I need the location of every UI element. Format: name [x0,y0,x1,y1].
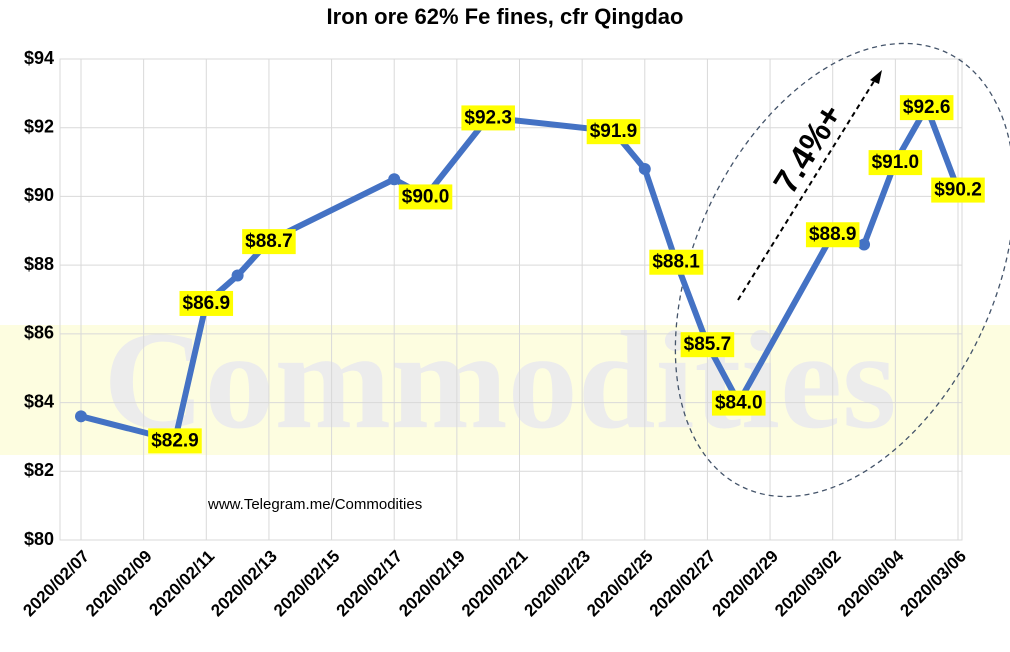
value-label: $88.9 [809,224,857,245]
x-tick-label: 2020/02/13 [207,547,281,621]
x-tick-label: 2020/02/29 [708,547,782,621]
x-tick-label: 2020/02/15 [270,547,344,621]
y-tick-label: $94 [24,48,54,68]
value-label-box [868,150,923,176]
x-tick-label: 2020/03/06 [896,547,970,621]
chart-title: Iron ore 62% Fe fines, cfr Qingdao [327,4,684,29]
value-label-box [805,222,860,248]
point [388,173,401,186]
y-tick-label: $88 [24,254,54,274]
y-tick-label: $92 [24,116,54,136]
value-label: $84.0 [715,393,763,414]
x-tick-label: 2020/03/04 [834,546,908,620]
x-tick-label: 2020/02/09 [82,547,156,621]
value-label: $86.9 [183,293,231,314]
watermark: Commodities [103,303,896,458]
y-tick-label: $82 [24,460,54,480]
value-label-box [398,184,453,210]
value-label: $92.6 [903,97,951,118]
value-label-box [649,249,704,275]
arrow-head [870,70,882,84]
value-label: $90.2 [934,180,982,201]
value-label-box [179,290,234,316]
value-label: $91.9 [590,121,638,142]
y-tick-label: $80 [24,529,54,549]
growth-annotation: 7.4%+ [766,98,850,201]
value-label: $88.1 [652,252,700,273]
x-tick-label: 2020/02/07 [19,547,93,621]
x-tick-label: 2020/02/11 [145,547,218,620]
value-label: $85.7 [684,334,732,355]
value-label-box [148,428,202,454]
x-tick-label: 2020/02/19 [395,547,469,621]
value-label-box [680,332,735,358]
point [75,410,87,423]
point [231,269,244,282]
value-label: $82.9 [151,430,199,451]
value-label-box [899,95,954,121]
trend-arrow [737,77,877,301]
value-label-box [242,229,296,255]
x-tick-label: 2020/02/27 [646,547,720,621]
point [638,162,651,175]
y-tick-label: $86 [24,323,54,343]
y-tick-label: $84 [24,391,54,411]
highlight-ellipse [674,42,1010,498]
point [858,238,871,251]
x-tick-label: 2020/02/17 [333,547,407,621]
source-annotation: www.Telegram.me/Commodities [207,496,422,513]
value-label-box [586,119,641,145]
series-line [80,104,961,444]
value-label: $92.3 [464,107,512,128]
value-label-box [711,390,766,416]
x-tick-label: 2020/02/25 [583,547,657,621]
value-label: $91.0 [872,152,920,173]
x-tick-label: 2020/02/23 [521,547,595,621]
y-tick-label: $90 [24,185,54,205]
value-label-box [461,105,515,131]
value-label-box [931,177,985,203]
value-label: $90.0 [402,186,450,207]
value-label: $88.7 [245,231,293,252]
plot: $82.9 $86.9 $88.7 $90.0 $92.3 $91.9 $88.1 $85.7… [75,95,985,454]
x-tick-label: 2020/02/21 [458,547,532,621]
x-tick-label: 2020/03/02 [771,547,845,621]
